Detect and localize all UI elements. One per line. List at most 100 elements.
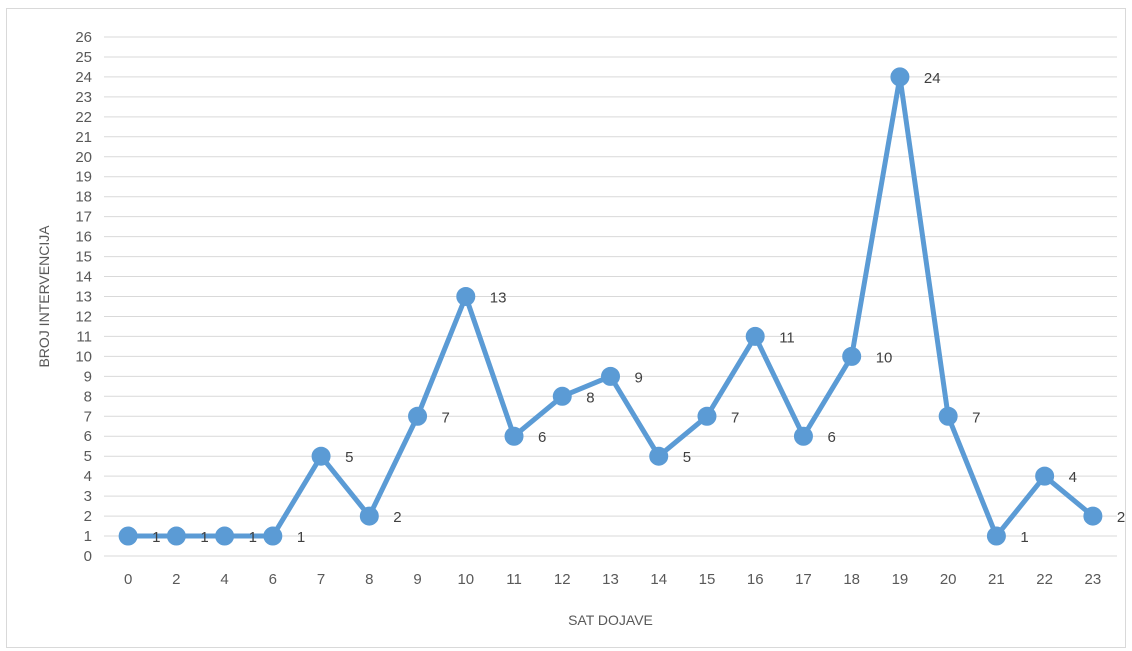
data-label: 5 (683, 449, 691, 466)
y-tick-label: 0 (84, 548, 92, 565)
y-tick-label: 21 (75, 129, 92, 146)
x-tick-label: 9 (413, 571, 421, 588)
data-point (890, 67, 910, 87)
x-tick-label: 21 (988, 571, 1005, 588)
x-axis-title: SAT DOJAVE (568, 612, 653, 628)
data-point (1083, 506, 1103, 526)
y-tick-label: 11 (76, 328, 92, 345)
x-tick-label: 4 (220, 571, 228, 588)
x-tick-label: 22 (1036, 571, 1053, 588)
x-tick-label: 7 (317, 571, 325, 588)
data-label: 24 (924, 70, 941, 87)
data-label: 8 (586, 389, 594, 406)
x-tick-label: 23 (1085, 571, 1102, 588)
x-tick-label: 11 (506, 571, 522, 588)
y-tick-label: 2 (84, 508, 92, 525)
x-tick-label: 20 (940, 571, 957, 588)
y-tick-label: 8 (84, 388, 92, 405)
data-point (1035, 466, 1055, 486)
data-point (938, 406, 958, 426)
y-axis-title: BROJ INTERVENCIJA (36, 225, 52, 368)
data-point (166, 526, 186, 546)
data-label: 9 (635, 369, 643, 386)
y-tick-label: 24 (75, 69, 92, 86)
x-tick-label: 19 (892, 571, 909, 588)
x-tick-label: 2 (172, 571, 180, 588)
data-point (359, 506, 379, 526)
y-tick-label: 5 (84, 448, 92, 465)
x-tick-label: 15 (699, 571, 716, 588)
x-tick-label: 17 (795, 571, 812, 588)
x-axis-ticks: 0 2 4 6 7 8 9 10 11 12 13 14 15 16 17 18 19 20 21 22 23 (124, 571, 1101, 588)
data-point (697, 406, 717, 426)
x-tick-label: 10 (457, 571, 474, 588)
series-line-path (125, 74, 1096, 539)
x-tick-label: 13 (602, 571, 619, 588)
x-tick-label: 6 (269, 571, 277, 588)
y-tick-label: 3 (84, 488, 92, 505)
data-point (311, 446, 331, 466)
data-label: 1 (297, 529, 305, 546)
data-label: 6 (538, 429, 546, 446)
y-tick-label: 13 (75, 289, 92, 306)
x-tick-label: 14 (650, 571, 667, 588)
data-point (842, 346, 862, 366)
y-tick-label: 25 (75, 49, 92, 66)
data-label: 13 (490, 290, 507, 307)
y-tick-label: 9 (84, 368, 92, 385)
data-label: 1 (152, 529, 160, 546)
gridlines (104, 36, 1117, 557)
line-chart: 0123456789101112131415161718192021222324… (36, 29, 1125, 628)
series-points (118, 67, 1103, 546)
series-line (125, 74, 1096, 539)
data-point (745, 326, 765, 346)
data-point (215, 526, 235, 546)
y-tick-label: 19 (75, 169, 92, 186)
y-tick-label: 1 (84, 528, 92, 545)
y-tick-label: 4 (84, 468, 92, 485)
data-point (649, 446, 669, 466)
data-label: 1 (1020, 529, 1028, 546)
y-axis-ticks: 0123456789101112131415161718192021222324… (75, 29, 92, 565)
chart-frame: 0 1 2 3 4 5 6 7 8 9 10 11 12 13 14 15 16 17 18 19 20 21 22 23 24… (6, 8, 1126, 648)
data-point (986, 526, 1006, 546)
data-point (456, 287, 476, 306)
y-tick-label: 14 (75, 269, 92, 286)
y-tick-label: 12 (75, 308, 92, 325)
x-tick-label: 0 (124, 571, 132, 588)
data-point (504, 426, 524, 446)
y-tick-label: 22 (75, 109, 92, 126)
data-label: 7 (442, 409, 450, 426)
data-label: 7 (972, 409, 980, 426)
y-tick-label: 16 (75, 229, 92, 246)
x-tick-label: 8 (365, 571, 373, 588)
data-label: 10 (876, 349, 893, 366)
data-point (601, 366, 620, 386)
data-label: 2 (393, 509, 401, 526)
x-tick-label: 16 (747, 571, 764, 588)
data-point (793, 426, 813, 446)
x-tick-label: 18 (843, 571, 860, 588)
data-label: 1 (249, 529, 257, 546)
data-point (118, 526, 138, 546)
y-tick-label: 7 (84, 408, 92, 425)
data-label: 11 (779, 329, 795, 346)
y-tick-label: 10 (75, 348, 92, 365)
data-point (263, 526, 283, 546)
y-tick-label: 6 (84, 428, 92, 445)
data-label: 6 (827, 429, 835, 446)
data-label: 1 (200, 529, 208, 546)
y-tick-label: 18 (75, 189, 92, 206)
data-label: 7 (731, 409, 739, 426)
data-point (552, 386, 572, 406)
x-tick-label: 12 (554, 571, 571, 588)
y-tick-label: 20 (75, 149, 92, 166)
data-label: 4 (1069, 469, 1077, 486)
data-label: 5 (345, 449, 353, 466)
data-label: 2 (1117, 509, 1125, 526)
y-tick-label: 15 (75, 249, 92, 266)
y-tick-label: 23 (75, 89, 92, 106)
data-point (408, 406, 428, 426)
y-tick-label: 26 (75, 29, 92, 46)
